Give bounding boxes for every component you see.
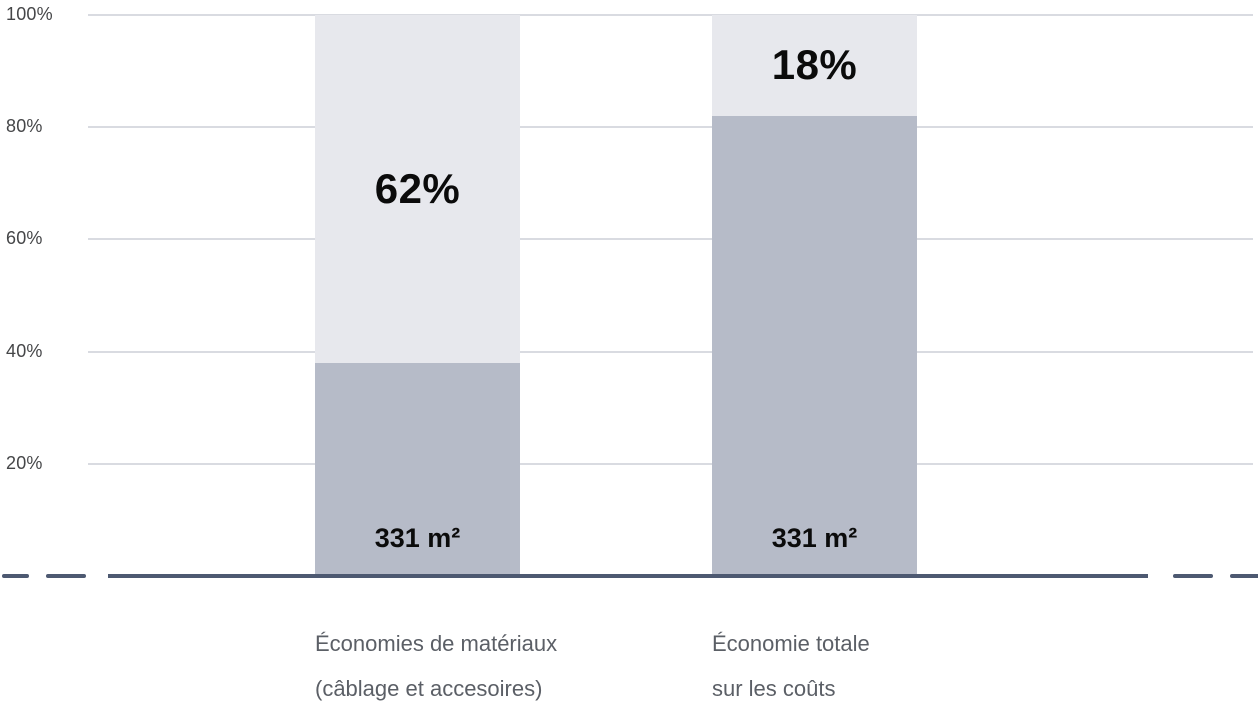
category-label-line: sur les coûts <box>712 676 836 701</box>
y-axis-tick-label: 100% <box>6 4 53 25</box>
gridline-80 <box>88 126 1253 129</box>
bar-value-label: 331 m² <box>374 522 461 553</box>
category-label-line: Économie totale <box>712 631 870 656</box>
baseline-dash-left-1 <box>2 574 29 578</box>
y-axis-tick-label: 60% <box>6 228 43 249</box>
y-axis-tick-label: 20% <box>6 452 43 473</box>
x-axis-baseline <box>0 574 1258 578</box>
plot-area: 100% 80% 60% 40% 20% 62% 331 m² 18% 331 m² <box>0 4 1258 576</box>
y-axis-tick-label: 80% <box>6 116 43 137</box>
segment-percent-label: 18% <box>771 41 858 89</box>
gridline-100 <box>88 14 1253 16</box>
bar-1: 62% 331 m² <box>315 15 520 576</box>
category-label-2: Économie totale sur les coûts <box>712 621 870 701</box>
bar-2: 18% 331 m² <box>712 15 917 576</box>
gridline-20 <box>88 462 1253 465</box>
category-label-line: Économies de matériaux <box>315 631 558 656</box>
segment-percent-label: 62% <box>374 164 461 212</box>
bar-2-segment-top: 18% <box>712 15 917 116</box>
category-label-1: Économies de matériaux (câblage et acceso… <box>315 621 557 701</box>
baseline-dash-right-1 <box>1173 574 1213 578</box>
bar-value-label: 331 m² <box>771 522 858 553</box>
baseline-solid <box>108 574 1148 578</box>
y-axis-tick-label: 40% <box>6 340 43 361</box>
bar-1-segment-bottom: 331 m² <box>315 362 520 576</box>
gridline-60 <box>88 238 1253 241</box>
gridline-40 <box>88 350 1253 353</box>
baseline-dash-left-2 <box>46 574 86 578</box>
category-label-line: (câblage et accesoires) <box>315 676 543 701</box>
bar-2-segment-bottom: 331 m² <box>712 115 917 576</box>
baseline-dash-right-2 <box>1230 574 1258 578</box>
bar-1-segment-top: 62% <box>315 15 520 363</box>
